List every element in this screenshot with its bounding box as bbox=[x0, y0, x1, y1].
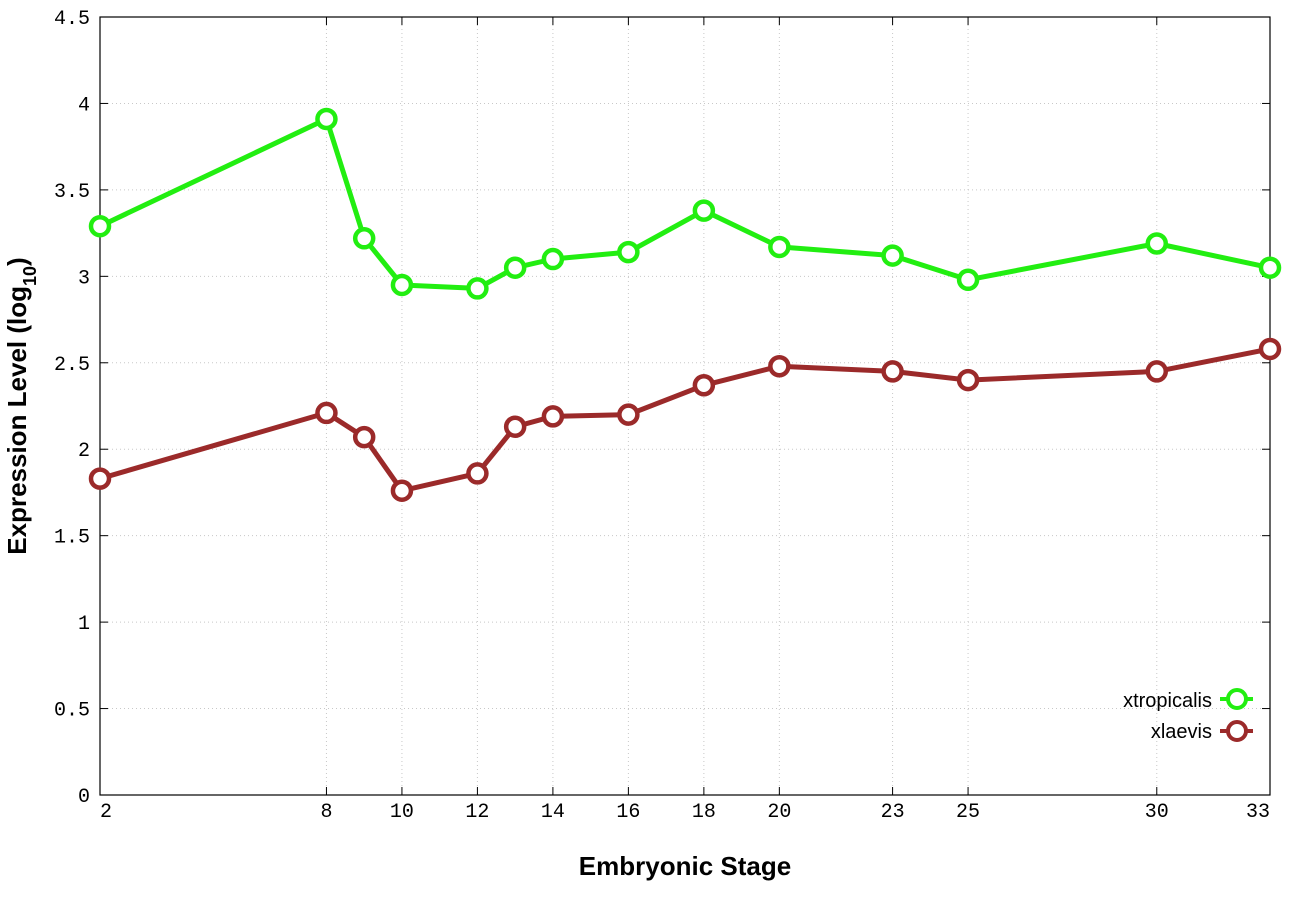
data-point-xlaevis bbox=[315, 401, 338, 425]
y-tick-label: 3 bbox=[78, 267, 90, 290]
series-line-xtropicalis bbox=[98, 116, 1271, 291]
data-point-xtropicalis bbox=[541, 247, 565, 271]
x-tick-label: 20 bbox=[767, 801, 791, 824]
data-point-xtropicalis bbox=[768, 235, 791, 259]
data-point-xtropicalis bbox=[88, 214, 112, 238]
x-axis-ticks: 2 8 10 12 14 16 18 20 23 25 30 33 bbox=[99, 17, 1271, 824]
y-tick-label: 3.5 bbox=[54, 181, 90, 204]
data-point-xlaevis bbox=[617, 403, 640, 426]
series-line-xlaevis bbox=[99, 346, 1271, 494]
y-tick-label: 1 bbox=[78, 613, 90, 636]
y-axis-ticks: 0 0.5 1 1.5 2 2.5 3 3.5 4 4.5 bbox=[54, 8, 1270, 809]
grid-lines bbox=[99, 16, 1271, 796]
y-axis-title-main: Expression Level (log bbox=[2, 286, 32, 555]
series-layer bbox=[88, 107, 1282, 502]
data-point-xlaevis bbox=[1258, 337, 1282, 361]
data-point-xtropicalis bbox=[503, 256, 527, 279]
x-tick-label: 12 bbox=[465, 801, 489, 824]
x-tick-label: 14 bbox=[541, 801, 565, 824]
legend: xtropicalis xlaevis bbox=[1123, 688, 1253, 743]
x-tick-label: 2 bbox=[100, 801, 112, 824]
y-tick-label: 0 bbox=[78, 786, 90, 809]
data-point-xlaevis bbox=[503, 415, 527, 438]
series-xlaevis bbox=[88, 337, 1282, 502]
data-point-xtropicalis bbox=[881, 244, 904, 267]
x-axis-title: Embryonic Stage bbox=[579, 851, 791, 881]
data-point-xlaevis bbox=[1145, 360, 1169, 383]
series-xtropicalis bbox=[88, 107, 1282, 300]
legend-swatch-marker-xtropicalis bbox=[1226, 688, 1248, 710]
data-point-xlaevis bbox=[956, 368, 980, 392]
data-point-xtropicalis bbox=[1145, 232, 1169, 255]
data-point-xtropicalis bbox=[1258, 256, 1282, 279]
legend-label-xtropicalis: xtropicalis bbox=[1123, 690, 1212, 712]
data-point-xtropicalis bbox=[617, 240, 640, 264]
data-point-xtropicalis bbox=[352, 227, 376, 250]
y-axis-title: Expression Level (log10) bbox=[2, 257, 40, 554]
x-tick-label: 23 bbox=[881, 801, 905, 824]
x-tick-label: 16 bbox=[616, 801, 640, 824]
y-axis-title-close: ) bbox=[2, 257, 32, 266]
x-tick-label: 10 bbox=[390, 801, 414, 824]
data-point-xtropicalis bbox=[390, 273, 414, 297]
y-tick-label: 4.5 bbox=[54, 8, 90, 31]
data-point-xlaevis bbox=[352, 425, 376, 449]
data-point-xlaevis bbox=[88, 467, 112, 490]
data-point-xtropicalis bbox=[692, 199, 716, 222]
data-point-xlaevis bbox=[390, 479, 414, 502]
x-tick-label: 8 bbox=[320, 801, 332, 824]
data-point-xtropicalis bbox=[315, 107, 338, 131]
y-tick-label: 1.5 bbox=[54, 527, 90, 550]
legend-swatch-marker-xlaevis bbox=[1226, 720, 1248, 742]
data-point-xtropicalis bbox=[466, 277, 489, 300]
y-tick-label: 2 bbox=[78, 440, 90, 463]
y-tick-label: 2.5 bbox=[54, 354, 90, 377]
legend-label-xlaevis: xlaevis bbox=[1151, 721, 1212, 743]
data-point-xlaevis bbox=[692, 374, 716, 397]
y-axis-title-subscript: 10 bbox=[20, 266, 40, 286]
data-point-xtropicalis bbox=[956, 268, 980, 292]
y-tick-label: 0.5 bbox=[54, 700, 90, 723]
x-tick-label: 33 bbox=[1246, 801, 1270, 824]
data-point-xlaevis bbox=[466, 462, 489, 485]
plot-frame bbox=[99, 16, 1271, 796]
data-point-xlaevis bbox=[881, 360, 904, 383]
y-tick-label: 4 bbox=[78, 94, 90, 117]
x-tick-label: 25 bbox=[956, 801, 980, 824]
x-tick-label: 30 bbox=[1145, 801, 1169, 824]
data-point-xlaevis bbox=[541, 405, 565, 428]
data-point-xlaevis bbox=[768, 354, 791, 378]
x-tick-label: 18 bbox=[692, 801, 716, 824]
